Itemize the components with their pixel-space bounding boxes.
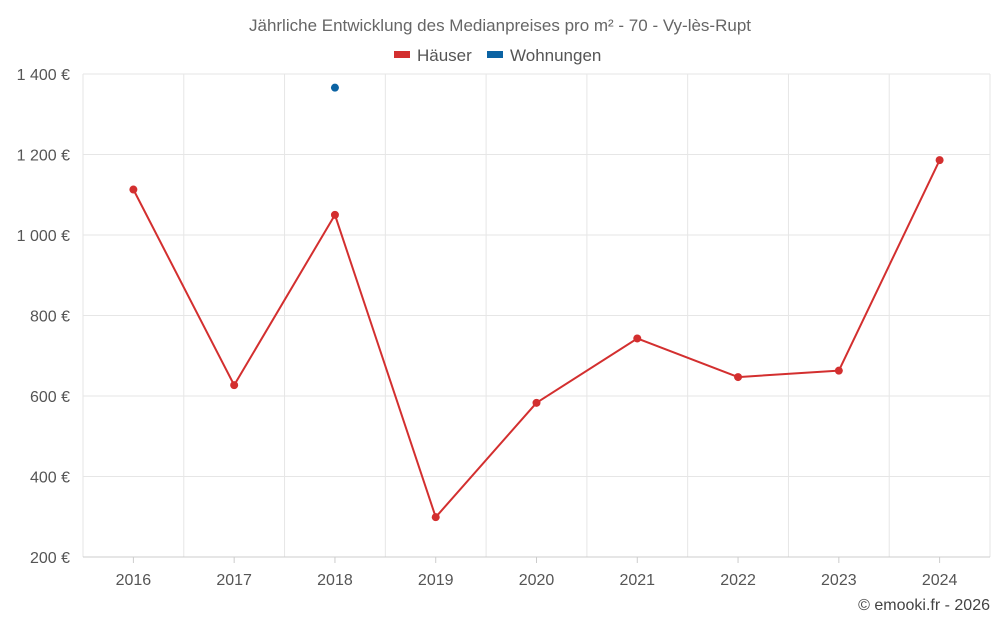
data-point-0-4[interactable] xyxy=(532,398,541,407)
data-point-0-7[interactable] xyxy=(834,366,843,375)
data-point-0-1[interactable] xyxy=(230,381,239,390)
series-1 xyxy=(330,83,339,92)
series-line-0 xyxy=(132,159,941,519)
y-tick-label-3: 800 € xyxy=(30,309,70,326)
series-0 xyxy=(129,156,944,522)
axes: 200 € 400 € 600 € 800 € 1 000 € 1 200 € 1 400 … xyxy=(17,67,990,589)
x-tick-label-5: 2021 xyxy=(619,572,655,589)
legend-label-0: Häuser xyxy=(417,46,472,65)
y-tick-label-5: 1 200 € xyxy=(17,148,70,165)
x-tick-label-0: 2016 xyxy=(116,572,152,589)
x-tick-label-8: 2024 xyxy=(922,572,958,589)
data-point-0-0[interactable] xyxy=(129,185,138,194)
legend: Häuser Wohnungen xyxy=(394,46,601,65)
legend-item-0[interactable]: Häuser xyxy=(394,46,472,65)
x-tick-label-4: 2020 xyxy=(519,572,555,589)
y-tick-label-1: 400 € xyxy=(30,470,70,487)
data-point-0-5[interactable] xyxy=(633,334,642,343)
series-layer xyxy=(129,83,944,522)
legend-item-1[interactable]: Wohnungen xyxy=(487,46,601,65)
y-tick-label-6: 1 400 € xyxy=(17,67,70,84)
x-tick-label-1: 2017 xyxy=(216,572,252,589)
chart-credit: © emooki.fr - 2026 xyxy=(858,597,990,614)
x-tick-label-7: 2023 xyxy=(821,572,857,589)
data-point-0-6[interactable] xyxy=(734,373,743,382)
data-point-1-2[interactable] xyxy=(330,83,339,92)
legend-label-1: Wohnungen xyxy=(510,46,601,65)
y-tick-label-2: 600 € xyxy=(30,389,70,406)
x-tick-label-6: 2022 xyxy=(720,572,756,589)
data-point-0-3[interactable] xyxy=(431,513,440,522)
y-tick-label-4: 1 000 € xyxy=(17,228,70,245)
chart-title: Jährliche Entwicklung des Medianpreises … xyxy=(249,16,751,35)
grid xyxy=(82,73,991,558)
data-point-0-8[interactable] xyxy=(935,156,944,165)
legend-swatch-1 xyxy=(487,51,503,58)
x-tick-label-3: 2019 xyxy=(418,572,454,589)
data-point-0-2[interactable] xyxy=(330,210,339,219)
x-tick-label-2: 2018 xyxy=(317,572,353,589)
y-tick-label-0: 200 € xyxy=(30,550,70,567)
legend-swatch-0 xyxy=(394,51,410,58)
